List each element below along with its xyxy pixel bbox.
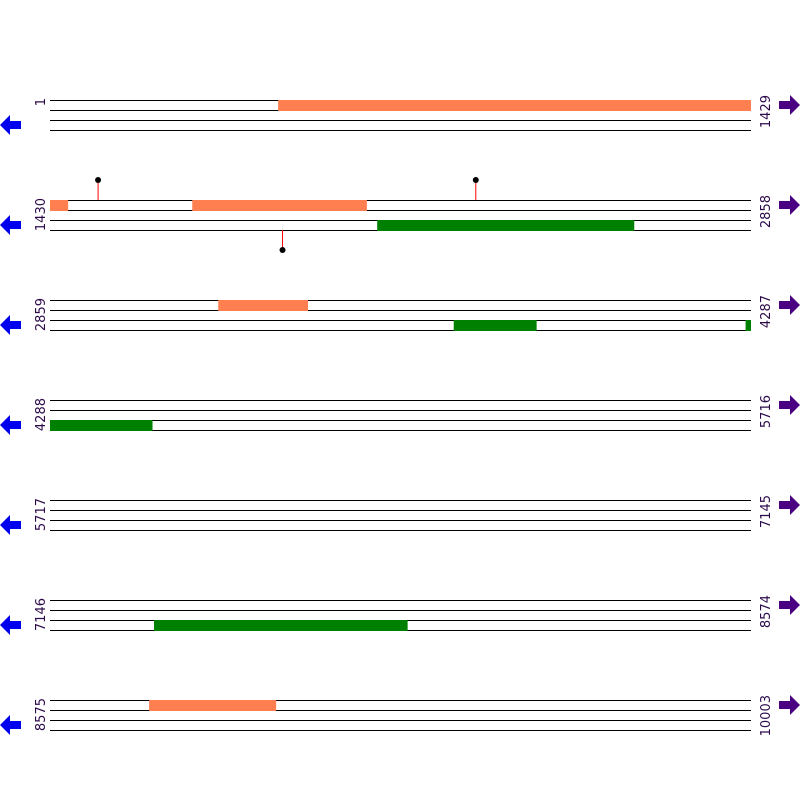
forward-feature-bar bbox=[192, 200, 367, 211]
arrow-right-icon bbox=[779, 95, 800, 115]
reverse-feature-bar bbox=[377, 220, 635, 231]
row-end-coordinate: 1429 bbox=[759, 95, 774, 128]
row-start-coordinate: 1 bbox=[34, 98, 49, 106]
arrow-left-icon bbox=[0, 215, 21, 235]
arrow-right-icon bbox=[779, 195, 800, 215]
row-end-coordinate: 7145 bbox=[759, 495, 774, 528]
row-start-coordinate: 5717 bbox=[34, 498, 49, 531]
marker-head bbox=[279, 247, 286, 253]
row-end-coordinate: 2858 bbox=[759, 195, 774, 228]
row-start-coordinate: 2859 bbox=[34, 298, 49, 331]
row-end-coordinate: 4287 bbox=[759, 295, 774, 328]
arrow-left-icon bbox=[0, 515, 21, 535]
arrow-right-icon bbox=[779, 595, 800, 615]
row-end-coordinate: 5716 bbox=[759, 395, 774, 428]
reverse-feature-bar bbox=[745, 320, 751, 331]
row-start-coordinate: 7146 bbox=[34, 598, 49, 631]
reverse-feature-bar bbox=[50, 420, 153, 431]
row-start-coordinate: 8575 bbox=[34, 698, 49, 731]
marker-head bbox=[95, 177, 102, 183]
arrow-right-icon bbox=[779, 395, 800, 415]
forward-feature-bar bbox=[149, 700, 277, 711]
arrow-right-icon bbox=[779, 695, 800, 715]
row-start-coordinate: 4288 bbox=[34, 398, 49, 431]
arrow-left-icon bbox=[0, 315, 21, 335]
reverse-feature-bar bbox=[153, 620, 408, 631]
arrow-right-icon bbox=[779, 295, 800, 315]
row-end-coordinate: 8574 bbox=[759, 595, 774, 628]
arrow-left-icon bbox=[0, 115, 21, 135]
marker-head bbox=[472, 177, 479, 183]
arrow-left-icon bbox=[0, 615, 21, 635]
forward-feature-bar bbox=[278, 100, 751, 111]
forward-feature-bar bbox=[218, 300, 309, 311]
row-end-coordinate: 10003 bbox=[759, 695, 774, 736]
forward-feature-bar bbox=[50, 200, 69, 211]
arrow-left-icon bbox=[0, 715, 21, 735]
row-start-coordinate: 1430 bbox=[34, 198, 49, 231]
arrow-right-icon bbox=[779, 495, 800, 515]
reverse-feature-bar bbox=[453, 320, 537, 331]
arrow-left-icon bbox=[0, 415, 21, 435]
